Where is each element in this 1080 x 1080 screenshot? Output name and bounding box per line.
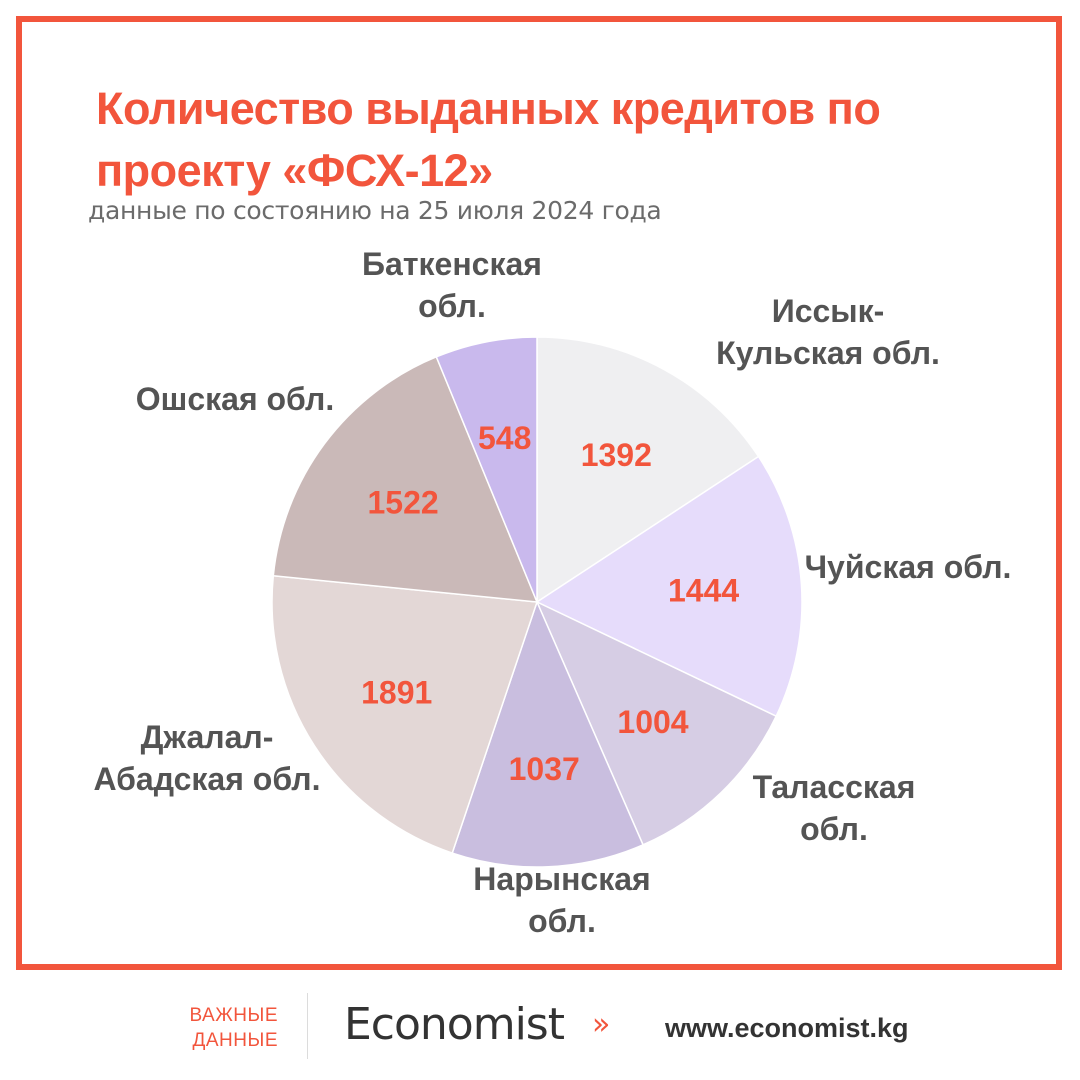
slice-value-label-2: 1444 [668,573,739,609]
slice-region-label-line: обл. [800,811,868,847]
pie-slice-2 [535,455,803,718]
slice-value-label-6: 1522 [368,484,439,520]
slice-value-label-4: 1037 [509,751,580,787]
slice-region-label-line: обл. [418,288,486,324]
pie-slice-5 [271,574,539,855]
slice-value-label-3: 1004 [617,704,688,740]
slice-value-label-1: 1392 [581,437,652,473]
slice-region-label-line: Баткенская [362,246,542,282]
site-url[interactable]: www.economist.kg [665,1013,909,1043]
footer: ВАЖНЫЕ ДАННЫЕ Economist » www.economist.… [0,985,1080,1080]
tag-line-2: ДАННЫЕ [192,1030,278,1051]
slice-region-label-line: Иссык- [772,293,885,329]
double-chevron-right-icon: » [592,1007,610,1042]
tag-line-1: ВАЖНЫЕ [189,1005,278,1026]
slice-region-label-1: Иссык- Кульская обл. [716,293,940,371]
slice-region-label-line: Таласская [753,769,916,805]
slice-region-label-line: обл. [528,903,596,939]
slice-region-label-line: Абадская обл. [93,761,320,797]
important-data-tag: ВАЖНЫЕ ДАННЫЕ [178,1003,278,1053]
slice-region-label-line: Кульская обл. [716,335,940,371]
pie-slice-4 [451,599,645,868]
slice-region-label-5: Джалал- Абадская обл. [93,719,320,797]
slice-region-label-line: Ошская обл. [136,381,334,417]
slice-region-label-6: Ошская обл. [136,381,334,417]
pie-slice-1 [536,336,760,604]
pie-slice-3 [535,600,778,846]
slice-region-label-4: Нарынская обл. [473,861,650,939]
slice-region-label-2: Чуйская обл. [805,549,1012,585]
pie-slice-7 [435,336,538,603]
slice-value-label-5: 1891 [361,675,432,711]
economist-logo: Economist [344,999,565,1050]
slice-region-label-line: Нарынская [473,861,650,897]
slice-region-label-line: Джалал- [141,719,274,755]
slice-value-label-7: 548 [478,420,531,456]
pie-slice-6 [272,355,539,603]
slice-region-label-line: Чуйская обл. [805,549,1012,585]
slice-region-label-3: Таласская обл. [753,769,916,847]
footer-divider [307,993,308,1059]
chart-subtitle: данные по состоянию на 25 июля 2024 года [88,196,662,225]
arrows-glyph: » [592,1007,610,1042]
chart-title: Количество выданных кредитов по проекту … [96,83,881,196]
slice-region-label-7: Баткенская обл. [362,246,542,324]
